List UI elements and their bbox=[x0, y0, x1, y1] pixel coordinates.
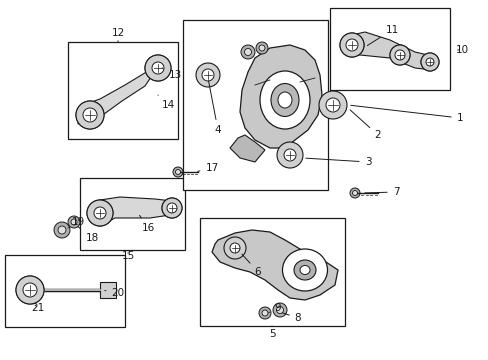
Circle shape bbox=[87, 200, 113, 226]
Circle shape bbox=[425, 58, 433, 66]
Circle shape bbox=[389, 45, 409, 65]
Circle shape bbox=[272, 303, 286, 317]
Bar bbox=[183, 20, 327, 190]
Circle shape bbox=[259, 307, 270, 319]
Circle shape bbox=[259, 45, 264, 51]
Circle shape bbox=[389, 45, 409, 65]
Circle shape bbox=[276, 306, 283, 314]
Polygon shape bbox=[229, 135, 264, 162]
Circle shape bbox=[339, 33, 363, 57]
Circle shape bbox=[346, 39, 357, 51]
Circle shape bbox=[244, 49, 251, 55]
Ellipse shape bbox=[270, 84, 298, 117]
Circle shape bbox=[420, 53, 438, 71]
Circle shape bbox=[349, 188, 359, 198]
Circle shape bbox=[16, 276, 44, 304]
Circle shape bbox=[76, 101, 104, 129]
Text: 9: 9 bbox=[268, 303, 281, 313]
Circle shape bbox=[94, 207, 106, 219]
Text: 4: 4 bbox=[208, 81, 221, 135]
Text: 3: 3 bbox=[305, 157, 370, 167]
Circle shape bbox=[68, 216, 80, 228]
Circle shape bbox=[162, 198, 182, 218]
Circle shape bbox=[256, 42, 267, 54]
Polygon shape bbox=[212, 230, 337, 300]
Text: 16: 16 bbox=[139, 215, 154, 233]
Circle shape bbox=[87, 200, 113, 226]
Circle shape bbox=[425, 58, 433, 66]
Circle shape bbox=[196, 63, 220, 87]
Circle shape bbox=[23, 283, 37, 297]
Circle shape bbox=[162, 198, 182, 218]
Circle shape bbox=[145, 55, 171, 81]
Circle shape bbox=[229, 243, 240, 253]
Text: 8: 8 bbox=[282, 313, 301, 323]
Ellipse shape bbox=[282, 249, 327, 291]
Circle shape bbox=[339, 33, 363, 57]
Circle shape bbox=[318, 91, 346, 119]
Polygon shape bbox=[240, 45, 321, 148]
Polygon shape bbox=[100, 197, 172, 226]
Circle shape bbox=[173, 167, 183, 177]
Polygon shape bbox=[78, 62, 162, 124]
Text: 21: 21 bbox=[31, 303, 44, 313]
Text: 11: 11 bbox=[366, 25, 398, 45]
Circle shape bbox=[325, 98, 339, 112]
Ellipse shape bbox=[278, 92, 291, 108]
Circle shape bbox=[167, 203, 177, 213]
Circle shape bbox=[23, 283, 37, 297]
Circle shape bbox=[152, 62, 163, 74]
Text: 6: 6 bbox=[242, 254, 261, 277]
Text: 12: 12 bbox=[111, 28, 124, 42]
Circle shape bbox=[241, 45, 254, 59]
Circle shape bbox=[16, 276, 44, 304]
Bar bbox=[329, 8, 449, 90]
Circle shape bbox=[83, 108, 97, 122]
Circle shape bbox=[145, 55, 171, 81]
Text: 1: 1 bbox=[350, 105, 462, 123]
Circle shape bbox=[394, 50, 404, 60]
Circle shape bbox=[202, 69, 214, 81]
Bar bbox=[68, 42, 178, 139]
Polygon shape bbox=[347, 32, 431, 70]
Bar bbox=[5, 255, 125, 327]
Text: 20: 20 bbox=[104, 288, 124, 298]
Circle shape bbox=[175, 170, 180, 175]
Text: 19: 19 bbox=[68, 217, 84, 228]
Text: 14: 14 bbox=[158, 95, 174, 110]
Ellipse shape bbox=[260, 71, 309, 129]
Text: 15: 15 bbox=[121, 251, 134, 261]
Circle shape bbox=[58, 226, 66, 234]
Circle shape bbox=[94, 207, 106, 219]
Text: 2: 2 bbox=[349, 110, 381, 140]
Circle shape bbox=[54, 222, 70, 238]
Circle shape bbox=[76, 101, 104, 129]
Circle shape bbox=[420, 53, 438, 71]
Text: 7: 7 bbox=[364, 187, 399, 197]
Text: 13: 13 bbox=[162, 68, 181, 80]
Bar bbox=[100, 282, 116, 298]
Circle shape bbox=[262, 310, 267, 316]
Circle shape bbox=[352, 190, 357, 195]
Circle shape bbox=[346, 39, 357, 51]
Ellipse shape bbox=[299, 266, 309, 274]
Text: 10: 10 bbox=[454, 45, 468, 55]
Circle shape bbox=[152, 62, 163, 74]
Circle shape bbox=[276, 142, 303, 168]
Text: 17: 17 bbox=[197, 163, 218, 173]
Circle shape bbox=[167, 203, 177, 213]
Circle shape bbox=[394, 50, 404, 60]
Text: 5: 5 bbox=[268, 326, 275, 339]
Bar bbox=[80, 178, 184, 250]
Circle shape bbox=[83, 108, 97, 122]
Bar bbox=[200, 218, 345, 326]
Circle shape bbox=[224, 237, 245, 259]
Circle shape bbox=[71, 219, 77, 225]
Text: 18: 18 bbox=[78, 227, 99, 243]
Circle shape bbox=[284, 149, 295, 161]
Ellipse shape bbox=[293, 260, 315, 280]
